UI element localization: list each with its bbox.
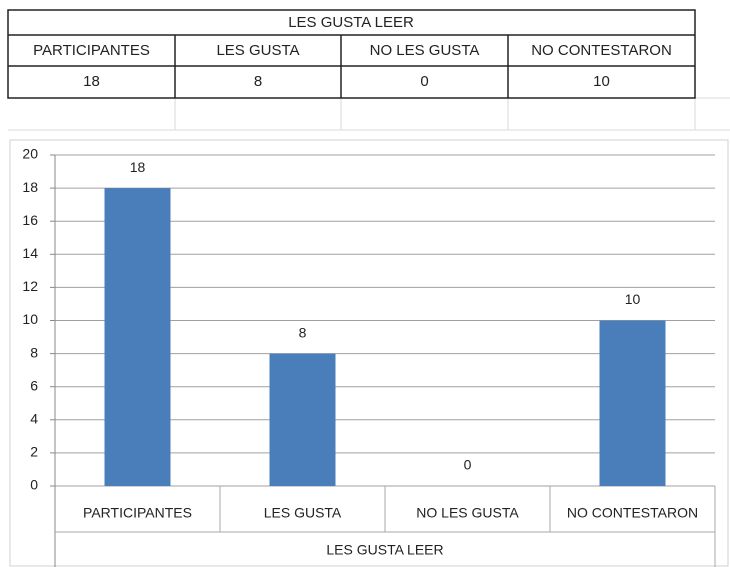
data-label: 8	[299, 324, 307, 340]
table-border	[7, 9, 696, 99]
data-label: 18	[130, 159, 146, 175]
x-tick-label: NO LES GUSTA	[416, 505, 519, 521]
table-cell: 10	[593, 73, 610, 90]
y-tick-label: 4	[30, 411, 38, 427]
table-header: PARTICIPANTES	[33, 42, 150, 59]
table-cell: 8	[254, 73, 262, 90]
table-cell: 18	[83, 73, 100, 90]
data-label: 0	[464, 457, 472, 473]
x-tick-label: NO CONTESTARON	[567, 505, 698, 521]
y-tick-label: 12	[22, 278, 38, 294]
x-axis-label: LES GUSTA LEER	[326, 542, 443, 558]
y-tick-label: 10	[22, 311, 38, 327]
data-label: 10	[625, 291, 641, 307]
y-tick-label: 18	[22, 179, 38, 195]
y-tick-label: 2	[30, 444, 38, 460]
y-tick-label: 8	[30, 344, 38, 360]
table-header: NO LES GUSTA	[370, 42, 480, 59]
y-tick-label: 14	[22, 245, 38, 261]
chart-frame	[9, 139, 729, 567]
y-tick-label: 6	[30, 377, 38, 393]
bar	[104, 188, 171, 486]
y-tick-label: 16	[22, 212, 38, 228]
x-tick-label: PARTICIPANTES	[83, 505, 192, 521]
bar	[599, 320, 666, 486]
table-cell: 0	[420, 73, 428, 90]
y-tick-label: 20	[22, 146, 38, 162]
table-header: NO CONTESTARON	[531, 42, 672, 59]
table-title: LES GUSTA LEER	[288, 14, 414, 31]
x-tick-label: LES GUSTA	[264, 505, 342, 521]
y-tick-label: 0	[30, 477, 38, 493]
bar	[269, 353, 336, 486]
table-header: LES GUSTA	[216, 42, 299, 59]
